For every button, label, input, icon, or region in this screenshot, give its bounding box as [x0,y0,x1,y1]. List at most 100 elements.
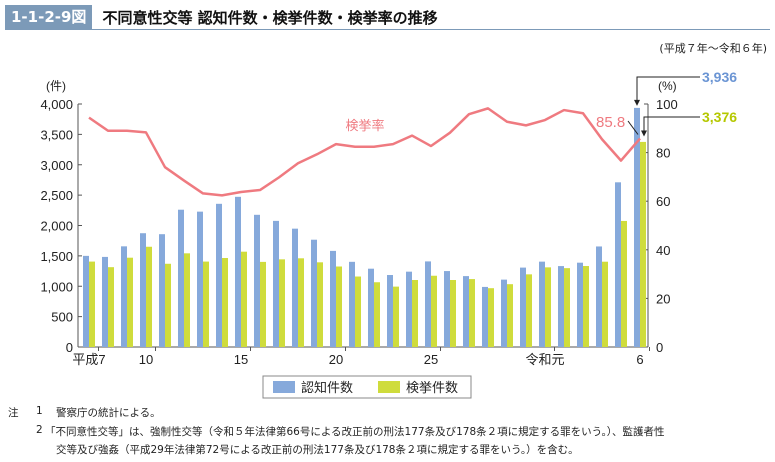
bar-recognized [406,271,412,347]
bar-recognized [311,239,317,347]
bar-cleared [203,261,209,347]
bar-recognized [482,286,488,347]
bar-recognized [425,261,431,347]
right-tick-label: 0 [656,340,663,355]
bar-recognized [235,196,241,347]
bar-recognized [539,261,545,347]
bar-cleared [450,279,456,347]
bar-cleared [431,275,437,347]
bar-cleared [108,267,114,347]
bar-cleared [583,266,589,347]
left-tick-label: 0 [66,340,73,355]
left-tick-label: 3,500 [40,127,73,142]
bar-cleared [564,268,570,347]
bar-recognized [292,228,298,347]
clearance-rate-line [88,107,641,197]
bar-recognized [520,267,526,347]
left-tick-label: 1,000 [40,279,73,294]
left-tick-label: 2,500 [40,188,73,203]
note-1: 警察庁の統計による。 [56,407,161,419]
bar-recognized [273,220,279,347]
note-number-1: 1 [36,405,43,417]
bar-cleared [241,251,247,347]
line-label: 検挙率 [345,118,384,133]
figure-number: 1-1-2-9図 [5,5,93,29]
bar-recognized [501,279,507,347]
bar-recognized [349,261,355,347]
period-label: (平成７年～令和６年) [659,42,767,55]
rate-leader [627,120,639,135]
bar-recognized [159,234,165,347]
bar-cleared [507,284,513,347]
legend-swatch-recognized [273,381,295,393]
bar-recognized [463,276,469,347]
x-tick-label: 令和元 [525,352,564,367]
bar-recognized [444,271,450,347]
bar-recognized [634,107,640,347]
legend-label-cleared: 検挙件数 [406,380,458,395]
bar-cleared [412,279,418,347]
bar-cleared [545,267,551,347]
recognized-last-value: 3,936 [702,69,737,85]
bar-cleared [260,261,266,347]
left-tick-label: 2,000 [40,219,73,234]
left-tick-label: 3,000 [40,158,73,173]
bar-cleared [146,246,152,347]
bar-recognized [254,214,260,347]
bar-recognized [140,233,146,347]
bar-cleared [165,263,171,347]
bar-cleared [469,279,475,347]
bar-recognized [596,246,602,347]
note-2-cont: 交等及び強姦（平成29年法律第72号による改正前の刑法177条及び178条２項に… [56,444,579,456]
x-tick-label: 10 [139,352,153,367]
bar-recognized [615,182,621,347]
bar-cleared [279,259,285,347]
x-tick-label: 平成7 [72,352,105,367]
legend-label-recognized: 認知件数 [301,380,353,395]
bar-recognized [121,246,127,347]
x-tick-label: 6 [636,352,643,367]
bar-recognized [558,266,564,347]
figure-header: 1-1-2-9図 不同意性交等 認知件数・検挙件数・検挙率の推移 [5,5,438,29]
right-tick-label: 60 [656,194,670,209]
cleared-last-value: 3,376 [702,109,737,125]
x-tick-label: 15 [234,352,248,367]
bar-cleared [526,274,532,347]
bar-recognized [102,256,108,347]
bar-cleared [355,276,361,347]
bar-cleared [222,258,228,347]
note-number-2: 2 [36,424,43,436]
bar-cleared [317,262,323,347]
left-axis-label: (件) [46,79,66,93]
bar-recognized [387,275,393,347]
right-tick-label: 100 [656,97,678,112]
left-tick-label: 500 [51,310,73,325]
x-tick-label: 25 [424,352,438,367]
bar-cleared [393,286,399,347]
cleared-leader [643,116,700,136]
bar-recognized [83,255,89,347]
bar-recognized [330,250,336,347]
bar-cleared [298,258,304,347]
bar-recognized [368,268,374,347]
bar-cleared [640,141,646,347]
right-tick-label: 40 [656,243,670,258]
recognized-leader [636,76,700,105]
arrow-icon [634,99,640,106]
right-tick-label: 80 [656,146,670,161]
left-tick-label: 1,500 [40,249,73,264]
bar-recognized [178,209,184,347]
bar-cleared [127,257,133,347]
bar-cleared [488,288,494,347]
bar-cleared [89,261,95,347]
left-tick-label: 4,000 [40,97,73,112]
note-2: 「不同意性交等」は、強制性交等（令和５年法律第66号による改正前の刑法177条及… [45,426,665,438]
bar-recognized [216,203,222,347]
note-prefix: 注 [8,407,19,419]
x-tick-label: 20 [329,352,343,367]
arrow-icon [641,130,647,137]
figure-title: 不同意性交等 認知件数・検挙件数・検挙率の推移 [102,8,438,27]
legend [262,375,472,399]
